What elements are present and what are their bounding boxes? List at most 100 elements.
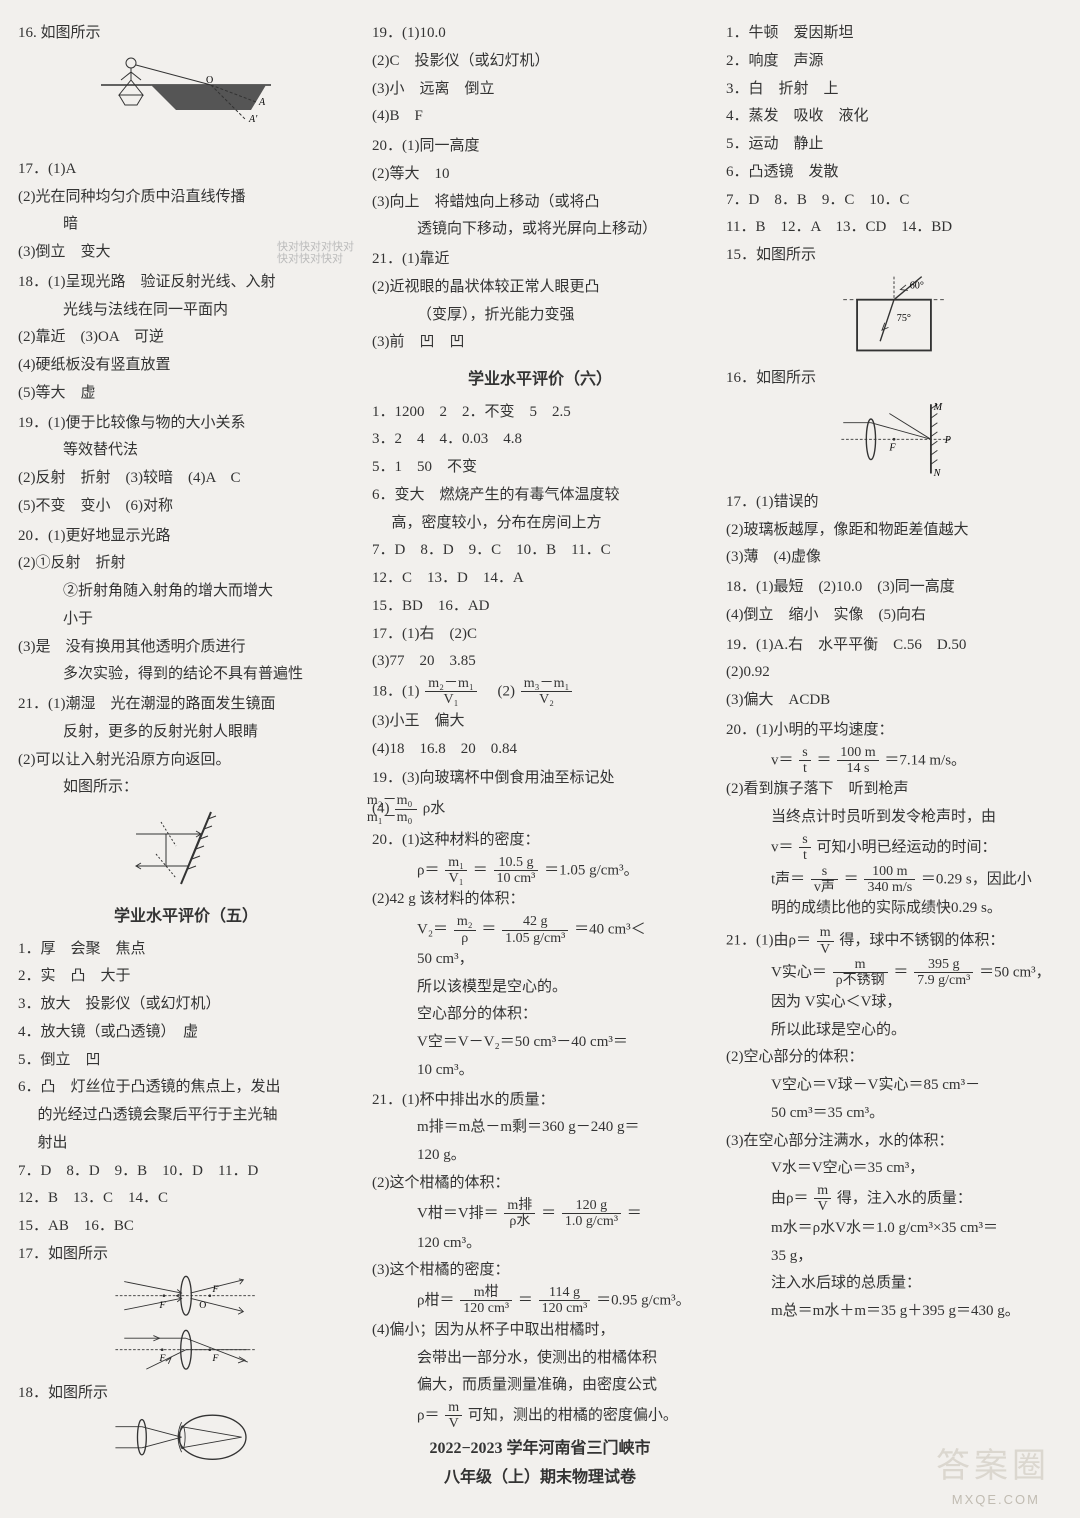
a5-15: 15．AB 16．BC: [18, 1213, 354, 1241]
q20d-6: V空＝V－V₂＝50 cm³－40 cm³＝: [372, 1029, 708, 1057]
c3-21-3: 所以此球是空心的。: [726, 1017, 1062, 1045]
q20b-2: (2)等大 10: [372, 161, 708, 189]
a6-5: 5．1 50 不变: [372, 454, 708, 482]
c3-15: 15．如图所示: [726, 242, 1062, 270]
a6-7: 7．D 8．D 9．C 10．B 11．C: [372, 537, 708, 565]
c3-7: 7．D 8．B 9．C 10．C: [726, 187, 1062, 215]
svg-text:F: F: [159, 1353, 166, 1364]
c3-21-4: (2)空心部分的体积：: [726, 1044, 1062, 1072]
c3-21-5: V空心＝V球－V实心＝85 cm³－: [726, 1072, 1062, 1100]
q18-2: (2)靠近 (3)OA 可逆: [18, 324, 354, 352]
q18c-3: (3)小王 偏大: [372, 708, 708, 736]
figure-a5-17b: F F: [111, 1325, 261, 1374]
c3-20-eq3: t声＝ sv声 ＝ 100 m340 m/s ＝0.29 s，因此小: [726, 864, 1062, 896]
q20b-1: 20．(1)同一高度: [372, 133, 708, 161]
c3-19-1: 19．(1)A.右 水平平衡 C.56 D.50: [726, 632, 1062, 660]
a5-2: 2．实 凸 大于: [18, 963, 354, 991]
svg-text:A: A: [258, 97, 266, 108]
figure-c3-15: 60° 75°: [834, 272, 954, 360]
q19-1b: 等效替代法: [18, 437, 354, 465]
c3-18-1: 18．(1)最短 (2)10.0 (3)同一高度: [726, 574, 1062, 602]
c3-q18: 18．(1)最短 (2)10.0 (3)同一高度 (4)倒立 缩小 实像 (5)…: [726, 574, 1062, 630]
q18-1: 18．(1)呈现光路 验证反射光线、入射: [18, 269, 354, 297]
q21d-7: (4)偏小；因为从杯子中取出柑橘时，: [372, 1317, 708, 1345]
svg-text:75°: 75°: [897, 313, 911, 324]
a5-4: 4．放大镜（或凸透镜） 虚: [18, 1019, 354, 1047]
q21d-4: (2)这个柑橘的体积：: [372, 1170, 708, 1198]
q21d-3: 120 g。: [372, 1142, 708, 1170]
q20b-3b: 透镜向下移动，或将光屏向上移动）: [372, 216, 708, 244]
c3-q17: 17．(1)错误的 (2)玻璃板越厚，像距和物距差值越大 (3)薄 (4)虚像: [726, 489, 1062, 572]
q19: 19．(1)便于比较像与物的大小关系 等效替代法 (2)反射 折射 (3)较暗 …: [18, 410, 354, 521]
c3-21-2: 因为 V实心＜V球，: [726, 989, 1062, 1017]
figure-q16-boat: O A' A: [101, 50, 271, 150]
q19b-2: (2)C 投影仪（或幻灯机）: [372, 48, 708, 76]
q19-1: 19．(1)便于比较像与物的大小关系: [18, 410, 354, 438]
c3-20-4: 明的成绩比他的实际成绩快0.29 s。: [726, 895, 1062, 923]
q21d-2: m排＝m总－m剩＝360 g－240 g＝: [372, 1114, 708, 1142]
svg-text:M: M: [933, 402, 943, 413]
svg-text:60°: 60°: [910, 280, 924, 291]
watermark-url: MXQE.COM: [952, 1488, 1040, 1512]
q20-3b: 多次实验，得到的结论不具有普遍性: [18, 661, 354, 689]
c3-20-eq1: v＝ st ＝ 100 m14 s ＝7.14 m/s。: [726, 745, 1062, 777]
c3-2: 2．响度 声源: [726, 48, 1062, 76]
q21-1a: 21．(1)潮湿 光在潮湿的路面发生镜面: [18, 691, 354, 719]
a5-12: 12．B 13．C 14．C: [18, 1185, 354, 1213]
a5-3: 3．放大 投影仪（或幻灯机）: [18, 991, 354, 1019]
q20d-eq2: V₂＝ m₂ρ ＝ 42 g1.05 g/cm³ ＝40 cm³＜: [372, 914, 708, 946]
c3-20-3: 当终点计时员听到发令枪声时，由: [726, 804, 1062, 832]
q21b-2b: （变厚），折光能力变强: [372, 302, 708, 330]
c3-21-eq1: V实心＝ mρ不锈钢 ＝ 395 g7.9 g/cm³ ＝50 cm³，: [726, 957, 1062, 989]
figure-q21-mirror: [126, 804, 246, 894]
q18c-4: (4)18 16.8 20 0.84: [372, 736, 708, 764]
q19b-3: (3)小 远离 倒立: [372, 76, 708, 104]
a6-1: 1．1200 2 2．不变 5 2.5: [372, 399, 708, 427]
svg-text:F: F: [888, 443, 896, 454]
a6-17a: 17．(1)右 (2)C: [372, 621, 708, 649]
figure-a5-18-eye: [111, 1409, 261, 1466]
c3-6: 6．凸透镜 发散: [726, 159, 1062, 187]
q16-text: 16. 如图所示: [18, 20, 354, 48]
a6-17b: (3)77 20 3.85: [372, 648, 708, 676]
q20b: 20．(1)同一高度 (2)等大 10 (3)向上 将蜡烛向上移动（或将凸 透镜…: [372, 133, 708, 244]
q21b-1: 21．(1)靠近: [372, 246, 708, 274]
q21d-9: 偏大，而质量测量准确，由密度公式: [372, 1372, 708, 1400]
a5-5: 5．倒立 凹: [18, 1047, 354, 1075]
q20d-5: 空心部分的体积：: [372, 1001, 708, 1029]
q21d-eq4: ρ柑＝ m柑120 cm³ ＝ 114 g120 cm³ ＝0.95 g/cm³…: [372, 1285, 708, 1317]
q17-2: (2)光在同种均匀介质中沿直线传播: [18, 184, 354, 212]
q21d-5: 120 cm³。: [372, 1230, 708, 1258]
q21b: 21．(1)靠近 (2)近视眼的晶状体较正常人眼更凸 （变厚），折光能力变强 (…: [372, 246, 708, 357]
q17: 17．(1)A (2)光在同种均匀介质中沿直线传播 暗 (3)倒立 变大 快对快…: [18, 156, 354, 267]
q17-2b: 暗: [18, 211, 354, 239]
q21d-eq5: ρ＝ mV 可知，测出的柑橘的密度偏小。: [372, 1400, 708, 1432]
q20b-3a: (3)向上 将蜡烛向上移动（或将凸: [372, 189, 708, 217]
q18c: 18．(1) m₂－m₁V₁ (2) m₃－m₁V₂ (3)小王 偏大 (4)1…: [372, 676, 708, 763]
q21d: 21．(1)杯中排出水的质量： m排＝m总－m剩＝360 g－240 g＝ 12…: [372, 1087, 708, 1432]
q21d-1: 21．(1)杯中排出水的质量：: [372, 1087, 708, 1115]
c3-5: 5．运动 静止: [726, 131, 1062, 159]
c3-20-2: (2)看到旗子落下 听到枪声: [726, 776, 1062, 804]
section-title-6: 学业水平评价（六）: [372, 365, 708, 395]
a5-6c: 射出: [18, 1130, 354, 1158]
c3-q21: 21．(1)由ρ＝ mV 得，球中不锈钢的体积： V实心＝ mρ不锈钢 ＝ 39…: [726, 925, 1062, 1326]
svg-text:P: P: [944, 435, 951, 446]
svg-text:N: N: [933, 468, 942, 479]
q20-2b: ②折射角随入射角的增大而增大: [18, 578, 354, 606]
q19b-1: 19．(1)10.0: [372, 20, 708, 48]
q18: 18．(1)呈现光路 验证反射光线、入射 光线与法线在同一平面内 (2)靠近 (…: [18, 269, 354, 408]
q20d: 20．(1)这种材料的密度： ρ＝ m₁V₁ ＝ 10.5 g10 cm³ ＝1…: [372, 827, 708, 1085]
q21b-2a: (2)近视眼的晶状体较正常人眼更凸: [372, 274, 708, 302]
c3-21-12: 注入水后球的总质量：: [726, 1270, 1062, 1298]
q20d-3: 50 cm³，: [372, 946, 708, 974]
c3-3: 3．白 折射 上: [726, 76, 1062, 104]
c3-21-8: V水＝V空心＝35 cm³，: [726, 1155, 1062, 1183]
c3-16: 16．如图所示: [726, 365, 1062, 393]
c3-19-2: (2)0.92: [726, 659, 1062, 687]
q20-2c: 小于: [18, 606, 354, 634]
c3-18-4: (4)倒立 缩小 实像 (5)向右: [726, 602, 1062, 630]
svg-text:F: F: [211, 1353, 218, 1364]
a5-6b: 的光经过凸透镜会聚后平行于主光轴: [18, 1102, 354, 1130]
c3-q20: 20．(1)小明的平均速度： v＝ st ＝ 100 m14 s ＝7.14 m…: [726, 717, 1062, 923]
